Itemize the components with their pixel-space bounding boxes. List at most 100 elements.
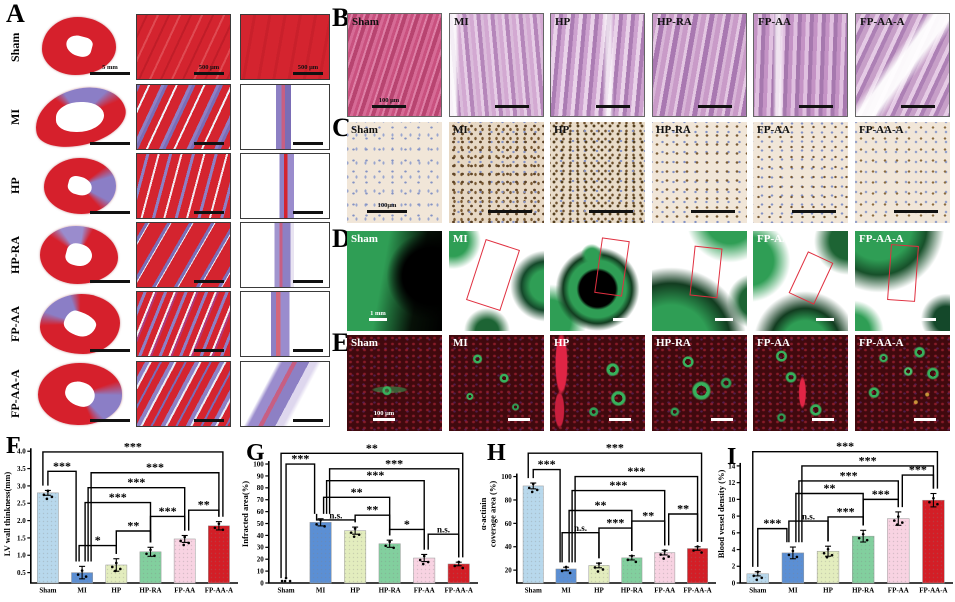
row-label-hp-ra: HP-RA: [8, 236, 22, 274]
heart-image-hp-ra: [30, 222, 132, 288]
x-tick-label: Sham: [278, 587, 295, 595]
scale-bar: [90, 280, 130, 283]
tile-label: HP-RA: [657, 16, 692, 28]
trichrome-mid-fp-aa: [136, 291, 231, 357]
scale-bar: [715, 318, 733, 321]
svg-text:40: 40: [505, 543, 513, 551]
tile-label: Sham: [351, 337, 378, 349]
tile-label: HP: [555, 16, 571, 28]
ihc-stain-sham: Sham 100μm: [347, 122, 442, 223]
trichrome-right-hp-ra: [240, 222, 330, 288]
x-tick-label: Sham: [749, 587, 766, 595]
significance-label: ***: [606, 441, 624, 455]
ihc-stain-hp: HP: [550, 122, 645, 223]
x-tick-label: HP-RA: [621, 587, 643, 595]
panel-b-label: B: [332, 3, 350, 32]
fluorescence-section-fp-aa: FP-AA: [753, 231, 848, 331]
svg-text:60: 60: [505, 520, 513, 528]
tile-label: FP-AA: [758, 16, 791, 28]
svg-text:80: 80: [257, 484, 265, 492]
scale-bar: [194, 142, 224, 145]
trichrome-mid-hp-ra: [136, 222, 231, 288]
scale-bar: [194, 419, 224, 422]
heart-section: [40, 294, 120, 354]
scale-bar: [711, 418, 733, 421]
scale-bar: [90, 142, 130, 145]
svg-text:coverage area (%): coverage area (%): [488, 481, 498, 548]
panel-i-label: I: [727, 444, 737, 470]
x-tick-label: FP-AA-A: [445, 587, 473, 595]
scale-bar: [90, 211, 130, 214]
tile-label: MI: [453, 124, 468, 136]
scale-bar: [293, 142, 323, 145]
tile-label: HP: [554, 124, 570, 136]
significance-label: ***: [763, 516, 781, 530]
row-label-sham: Sham: [8, 32, 22, 62]
svg-text:12: 12: [728, 479, 736, 487]
svg-text:20: 20: [257, 556, 265, 564]
svg-text:6: 6: [732, 529, 736, 537]
svg-text:1.0: 1.0: [17, 552, 26, 560]
significance-label: ***: [127, 475, 145, 489]
trichrome-right-fp-aa: [240, 291, 330, 357]
trichrome-mid-mi: [136, 84, 231, 150]
scale-bar: [691, 210, 735, 213]
scale-bar: [894, 210, 938, 213]
significance-label: **: [127, 518, 139, 532]
heart-image-hp: [30, 153, 132, 219]
vessel-stain-mi: MI: [449, 335, 544, 431]
svg-text:3.0: 3.0: [17, 482, 26, 490]
significance-label: ***: [840, 468, 858, 482]
heart-section: [42, 17, 116, 75]
tile-label: FP-AA-A: [859, 233, 904, 245]
x-tick-label: HP-RA: [852, 587, 874, 595]
svg-text:20: 20: [505, 567, 513, 575]
significance-label: ***: [909, 463, 927, 477]
significance-label: n.s.: [574, 523, 587, 533]
svg-text:LV wall thinkness(mm): LV wall thinkness(mm): [2, 472, 12, 557]
tile-label: Sham: [351, 233, 378, 245]
scale-bar: 1 mm: [369, 310, 387, 321]
significance-label: n.s.: [329, 510, 342, 520]
tile-label: FP-AA: [757, 233, 790, 245]
trichrome-right-mi: [240, 84, 330, 150]
scale-text: 100 μm: [373, 410, 395, 418]
svg-text:60: 60: [257, 508, 265, 516]
x-tick-label: FP-AA: [174, 587, 195, 595]
tile-label: MI: [454, 16, 469, 28]
scale-bar: [293, 349, 323, 352]
he-stain-fp-aa: FP-AA: [753, 13, 848, 117]
scale-text: 5 mm: [102, 64, 118, 72]
scale-text: 1 mm: [370, 310, 386, 318]
svg-text:70: 70: [257, 496, 265, 504]
heart-image-mi: [28, 78, 132, 156]
significance-label: **: [824, 481, 836, 495]
trichrome-right-fp-aa-a: [240, 361, 330, 427]
significance-label: ***: [606, 516, 624, 530]
scale-bar: [816, 318, 834, 321]
x-tick-label: HP: [350, 587, 360, 595]
svg-text:30: 30: [257, 544, 265, 552]
significance-label: ***: [859, 453, 877, 467]
scale-bar: [194, 280, 224, 283]
panel-c-label: C: [332, 113, 351, 142]
significance-label: **: [594, 498, 606, 512]
scale-bar: [613, 318, 631, 321]
tile-label: FP-AA-A: [859, 337, 904, 349]
svg-text:100: 100: [253, 460, 264, 468]
significance-label: ***: [366, 468, 384, 482]
tile-label: MI: [453, 233, 468, 245]
vessel-stain-fp-aa: FP-AA: [753, 335, 848, 431]
x-tick-label: MI: [77, 587, 87, 595]
svg-text:10: 10: [257, 568, 265, 576]
significance-label: **: [642, 509, 654, 523]
svg-text:0: 0: [732, 579, 736, 587]
significance-label: ***: [124, 439, 142, 453]
scale-bar: 5 mm: [90, 64, 130, 75]
scale-bar: [194, 349, 224, 352]
tile-label: MI: [453, 337, 468, 349]
scale-bar: [596, 105, 630, 108]
significance-label: **: [677, 502, 689, 516]
